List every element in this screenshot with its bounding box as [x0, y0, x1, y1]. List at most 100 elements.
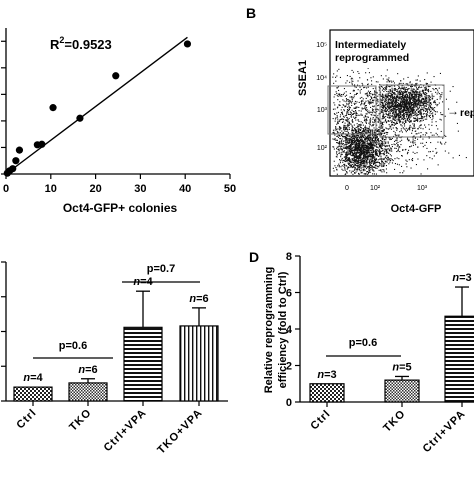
event-dot	[366, 109, 368, 111]
event-dot	[386, 86, 388, 88]
event-dot	[391, 106, 393, 108]
event-dot	[432, 115, 434, 117]
event-dot	[345, 141, 347, 143]
event-dot	[369, 152, 371, 154]
event-dot	[362, 137, 364, 139]
event-dot	[412, 128, 414, 130]
event-dot	[364, 155, 366, 157]
panel-label-d: D	[249, 249, 259, 265]
event-dot	[403, 101, 405, 103]
event-dot	[367, 138, 369, 140]
event-dot	[347, 154, 349, 156]
event-dot	[340, 141, 342, 143]
event-dot	[373, 157, 375, 159]
event-dot	[356, 145, 358, 147]
event-dot	[350, 142, 352, 144]
event-dot	[427, 95, 429, 97]
event-dot	[393, 135, 395, 137]
event-dot	[372, 109, 374, 111]
event-dot	[378, 161, 380, 163]
event-dot	[382, 138, 384, 140]
event-dot	[348, 146, 350, 148]
event-dot	[428, 103, 430, 105]
event-dot	[362, 98, 364, 100]
event-dot	[352, 146, 354, 148]
event-dot	[377, 109, 379, 111]
event-dot	[367, 161, 369, 163]
event-dot	[390, 89, 392, 91]
event-dot	[358, 152, 360, 154]
event-dot	[353, 154, 355, 156]
event-dot	[369, 155, 371, 157]
event-dot	[376, 92, 378, 94]
event-dot	[339, 145, 341, 147]
event-dot	[410, 145, 412, 147]
event-dot	[374, 115, 376, 117]
event-dot	[394, 113, 396, 115]
event-dot	[397, 107, 399, 109]
event-dot	[356, 134, 358, 136]
event-dot	[366, 149, 368, 151]
event-dot	[412, 127, 414, 129]
event-dot	[368, 171, 370, 173]
event-dot	[351, 130, 353, 132]
event-dot	[381, 133, 383, 135]
event-dot	[372, 147, 374, 149]
event-dot	[362, 150, 364, 152]
event-dot	[404, 107, 406, 109]
event-dot	[346, 137, 348, 139]
event-dot	[353, 116, 355, 118]
event-dot	[405, 96, 407, 98]
event-dot	[337, 122, 339, 124]
event-dot	[374, 129, 376, 131]
event-dot	[432, 88, 434, 90]
event-dot	[345, 146, 347, 148]
event-dot	[427, 89, 429, 91]
event-dot	[376, 142, 378, 144]
event-dot	[362, 144, 364, 146]
event-dot	[416, 96, 418, 98]
event-dot	[365, 150, 367, 152]
event-dot	[404, 90, 406, 92]
event-dot	[425, 82, 427, 84]
event-dot	[397, 73, 399, 75]
event-dot	[423, 92, 425, 94]
event-dot	[417, 138, 419, 140]
event-dot	[408, 108, 410, 110]
event-dot	[420, 124, 422, 126]
event-dot	[354, 136, 356, 138]
event-dot	[401, 95, 403, 97]
event-dot	[336, 152, 338, 154]
event-dot	[416, 118, 418, 120]
event-dot	[399, 90, 401, 92]
event-dot	[374, 137, 376, 139]
event-dot	[425, 103, 427, 105]
event-dot	[370, 166, 372, 168]
event-dot	[344, 168, 346, 170]
event-dot	[368, 151, 370, 153]
event-dot	[345, 138, 347, 140]
event-dot	[400, 112, 402, 114]
event-dot	[335, 127, 337, 129]
event-dot	[428, 91, 430, 93]
event-dot	[347, 112, 349, 114]
event-dot	[384, 109, 386, 111]
event-dot	[345, 145, 347, 147]
event-dot	[393, 100, 395, 102]
event-dot	[386, 154, 388, 156]
event-dot	[336, 139, 338, 141]
event-dot	[374, 93, 376, 95]
event-dot	[428, 104, 430, 106]
event-dot	[343, 126, 345, 128]
event-dot	[416, 83, 418, 85]
event-dot	[382, 130, 384, 132]
event-dot	[349, 153, 351, 155]
event-dot	[390, 96, 392, 98]
event-dot	[362, 141, 364, 143]
event-dot	[413, 135, 415, 137]
event-dot	[346, 171, 348, 173]
event-dot	[388, 85, 390, 87]
event-dot	[343, 92, 345, 94]
event-dot	[378, 145, 380, 147]
event-dot	[365, 121, 367, 123]
